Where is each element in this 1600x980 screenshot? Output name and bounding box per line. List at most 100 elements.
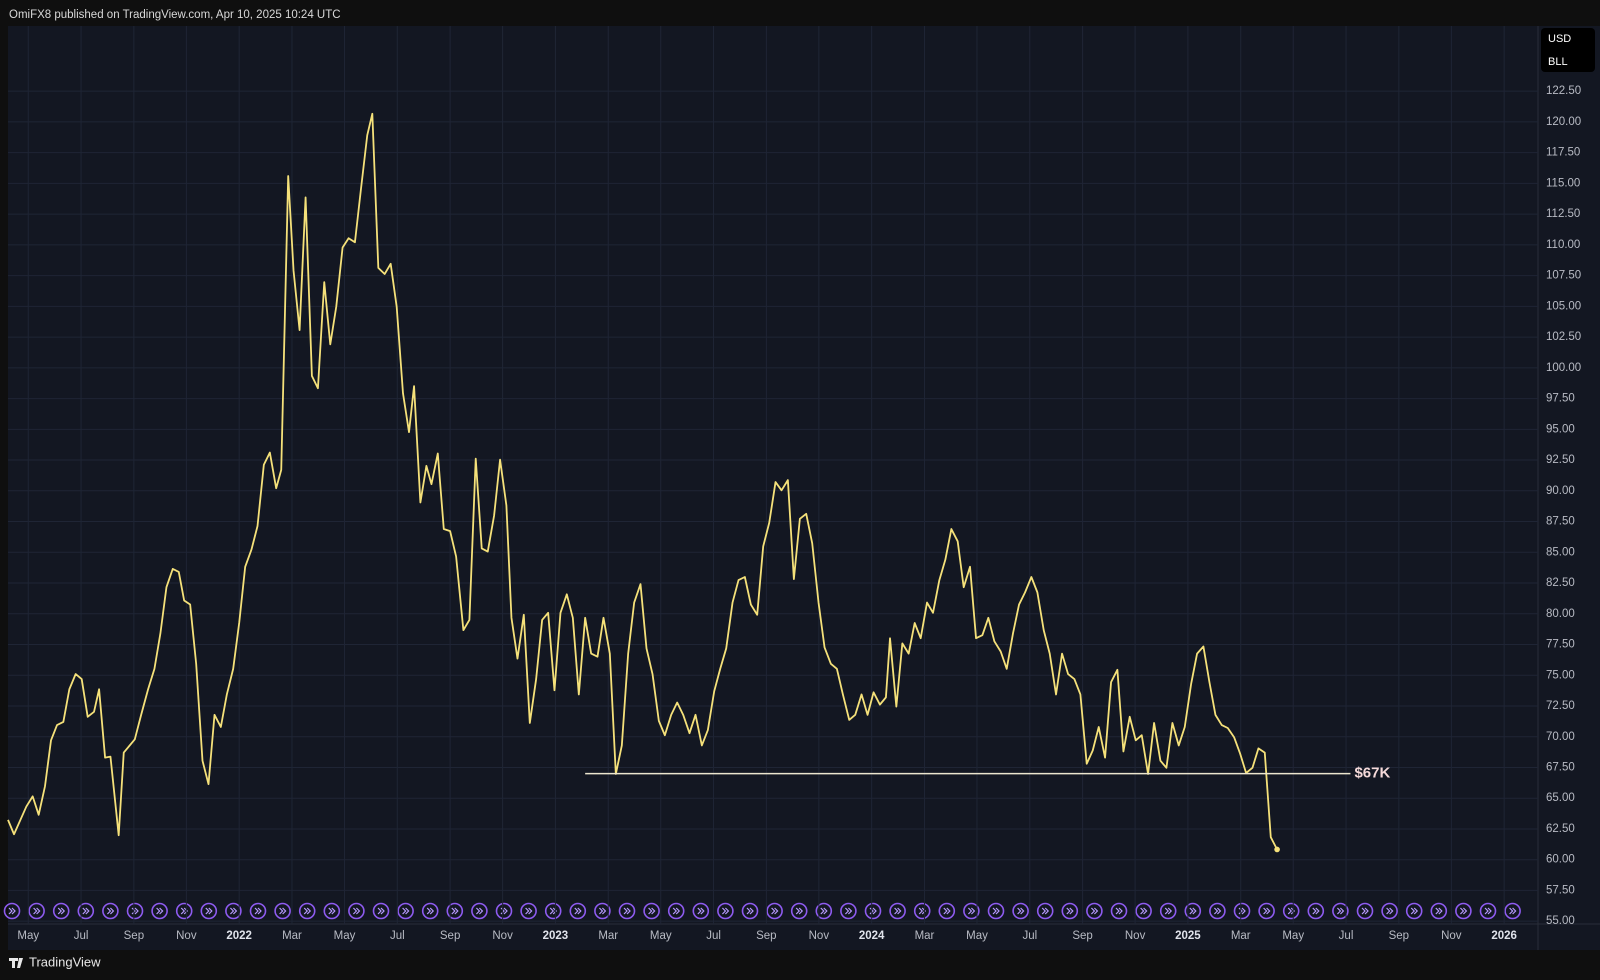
y-tick-label: 97.50: [1546, 393, 1575, 405]
x-tick-label: May: [17, 930, 39, 942]
x-tick-label: Nov: [492, 930, 513, 942]
event-icon-glyph: [33, 907, 41, 915]
event-icon-glyph: [623, 907, 631, 915]
footer: TradingView: [29, 954, 101, 969]
event-icon-glyph: [992, 907, 1000, 915]
x-tick-label: Nov: [176, 930, 197, 942]
event-icon-glyph: [1386, 907, 1394, 915]
event-icon: [1405, 902, 1423, 920]
event-icon-glyph: [229, 907, 238, 915]
x-tick-label: 2024: [859, 930, 885, 942]
event-icon: [446, 902, 464, 920]
x-tick-label: Sep: [124, 930, 144, 942]
event-icon: [102, 902, 119, 920]
y-tick-label: 77.50: [1546, 639, 1575, 651]
event-icon: [790, 902, 808, 920]
event-icon-glyph: [8, 907, 16, 915]
event-icon: [840, 902, 857, 920]
event-icon-glyph: [1115, 907, 1123, 915]
event-icon: [987, 902, 1005, 920]
event-icon: [1332, 902, 1349, 920]
event-icon: [741, 902, 759, 920]
event-icon-glyph: [1164, 907, 1173, 915]
event-icon: [52, 902, 70, 920]
event-icon: [766, 902, 783, 920]
event-icon: [1135, 902, 1152, 920]
event-icon-glyph: [1017, 907, 1025, 915]
y-tick-label: 75.00: [1546, 669, 1575, 681]
x-tick-label: Mar: [915, 930, 935, 942]
event-icon-glyph: [1410, 907, 1419, 915]
event-icon-glyph: [1041, 907, 1050, 915]
event-icon-glyph: [1435, 907, 1443, 915]
event-icon: [1209, 902, 1226, 920]
event-icon: [938, 902, 956, 920]
event-icon: [889, 902, 906, 920]
event-icon-glyph: [1336, 907, 1345, 915]
footer-logo: TradingView: [9, 954, 101, 969]
y-tick-label: 62.50: [1546, 823, 1575, 835]
event-icon: [1036, 902, 1054, 920]
event-icon: [126, 902, 144, 920]
price-line: [7, 112, 1278, 850]
event-icon: [249, 902, 267, 920]
event-icon: [298, 902, 316, 920]
y-tick-label: 80.00: [1546, 608, 1575, 620]
event-icon-glyph: [1312, 907, 1320, 915]
x-tick-label: 2022: [226, 930, 252, 942]
x-tick-label: 2026: [1491, 930, 1517, 942]
event-icon-glyph: [82, 907, 90, 915]
event-icon-glyph: [672, 907, 681, 915]
event-icon-glyph: [254, 907, 262, 915]
event-icon: [815, 902, 833, 920]
x-tick-label: Sep: [1072, 930, 1092, 942]
x-tick-label: Jul: [1022, 930, 1037, 942]
annotation: $67K: [1354, 765, 1390, 782]
x-tick-label: Sep: [1389, 930, 1409, 942]
x-tick-label: Mar: [598, 930, 618, 942]
event-icon-glyph: [1066, 907, 1074, 915]
event-icon: [544, 902, 562, 920]
event-icon: [323, 902, 341, 920]
event-icon-glyph: [869, 907, 877, 915]
event-icon: [1455, 902, 1472, 920]
x-tick-label: May: [1282, 930, 1304, 942]
x-tick-label: 2025: [1175, 930, 1201, 942]
event-icon-glyph: [795, 907, 804, 915]
event-icon: [1159, 902, 1177, 920]
event-icon-glyph: [648, 907, 656, 915]
event-icon-glyph: [1509, 907, 1517, 915]
y-tick-label: 67.50: [1546, 761, 1575, 773]
event-icon: [667, 902, 685, 920]
event-icon: [348, 902, 365, 920]
y-tick-label: 122.50: [1546, 85, 1581, 97]
event-icon: [151, 902, 168, 920]
y-tick-label: 102.50: [1546, 331, 1581, 343]
event-icon-glyph: [352, 907, 361, 915]
event-icon: [1504, 902, 1521, 920]
y-tick-label: 85.00: [1546, 546, 1575, 558]
x-tick-label: Sep: [440, 930, 460, 942]
x-tick-label: 2023: [543, 930, 569, 942]
event-icon: [643, 902, 660, 920]
x-tick-label: Mar: [1231, 930, 1251, 942]
event-icon: [397, 902, 414, 920]
event-icon: [1086, 902, 1103, 920]
event-icon-glyph: [918, 907, 927, 915]
event-icon-glyph: [303, 907, 312, 915]
header: OmiFX8 published on TradingView.com, Apr…: [9, 9, 341, 21]
event-icon: [1233, 902, 1251, 920]
event-icon: [274, 902, 291, 920]
y-tick-label: 100.00: [1546, 362, 1581, 374]
event-icon-glyph: [426, 907, 435, 915]
event-icon: [1258, 902, 1275, 920]
event-icon-glyph: [844, 907, 853, 915]
x-tick-label: Jul: [390, 930, 405, 942]
event-icon-glyph: [697, 907, 705, 915]
y-tick-label: 57.50: [1546, 884, 1575, 896]
event-icon: [913, 902, 931, 920]
x-tick-label: Jul: [706, 930, 721, 942]
event-icon-glyph: [451, 907, 459, 915]
y-tick-label: 55.00: [1546, 915, 1575, 927]
